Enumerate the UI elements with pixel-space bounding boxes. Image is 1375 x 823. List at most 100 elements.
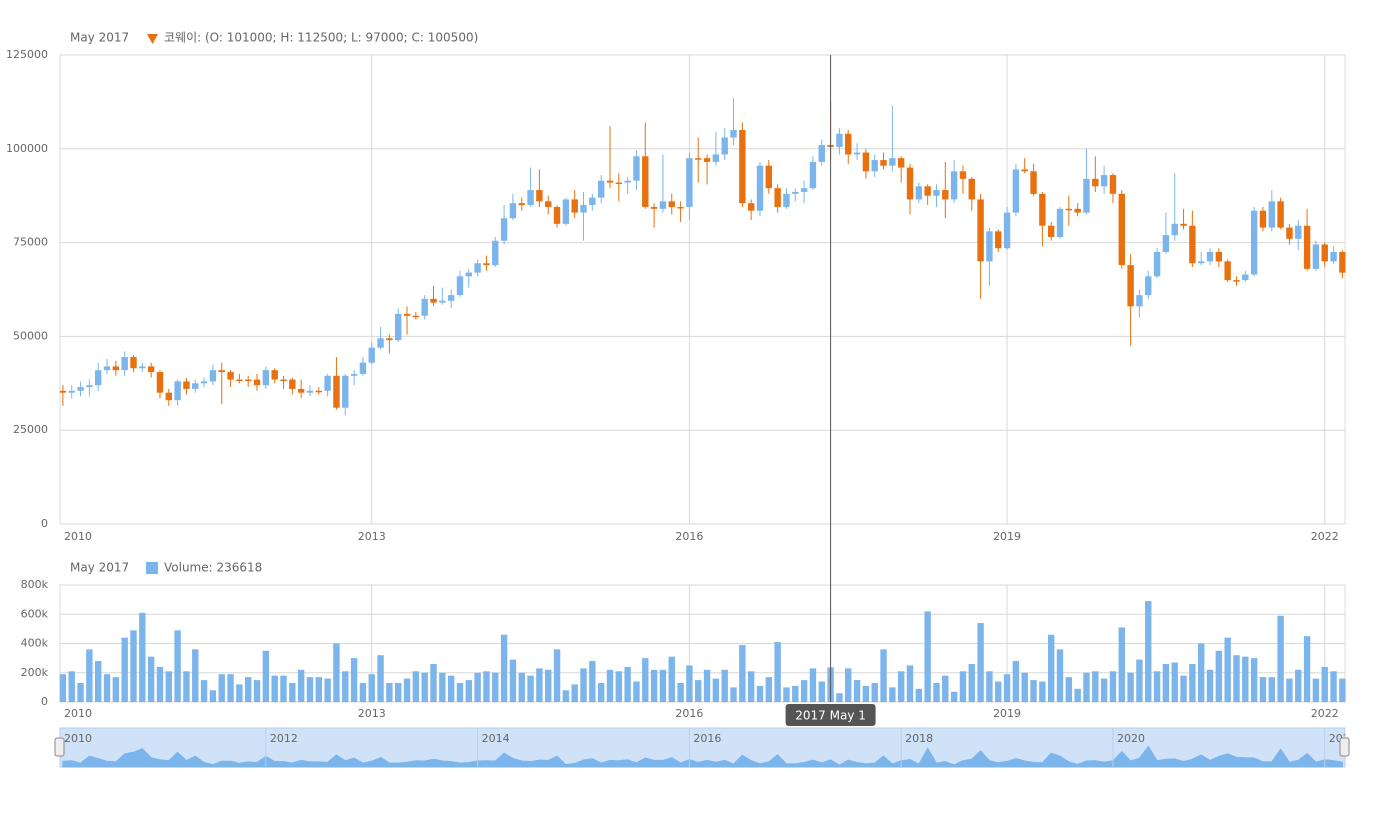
volume-bar [1074,688,1081,702]
candle-body [589,197,596,206]
tooltip-label: 2017 May 1 [795,709,866,723]
candle-body [1224,261,1231,281]
price-plot [59,54,1346,525]
candle-body [792,191,799,194]
volume-bar [280,675,287,702]
candle-body [712,154,720,162]
volume-bar [871,682,878,702]
volume-bar [1056,649,1064,702]
volume-bar [245,677,252,702]
candle-body [906,167,914,200]
volume-bar [686,665,693,702]
volume-bar [1012,661,1020,702]
volume-bar [1330,671,1337,702]
candle-body [924,186,931,196]
candle-body [880,160,887,166]
candle-body [465,272,473,277]
volume-bar [580,668,587,702]
volume-bar [633,681,640,702]
candle-body [818,145,825,162]
candle-body [889,158,896,166]
volume-bar [500,634,508,702]
candle-body [703,158,711,162]
volume-bar [597,682,605,702]
candle-body [412,315,420,318]
candle-body [553,206,561,224]
volume-bar [836,693,843,702]
volume-bar [456,682,464,702]
candle-body [809,161,817,189]
volume-bar [889,687,896,702]
candle-body [845,133,852,155]
volume-bar [562,690,570,702]
volume-bar [862,685,870,702]
volume-bar [730,687,737,702]
volume-bar [845,668,852,702]
volume-bar [897,671,905,702]
candle-body [633,156,640,181]
volume-bar [147,656,155,702]
x-tick-label: 2013 [358,530,386,543]
volume-bar [192,649,199,702]
candle-body [280,379,287,382]
volume-bar [1215,650,1223,702]
candle-body [192,383,199,389]
volume-bar [589,661,596,702]
volume-bar [139,612,146,702]
candle-body [1039,193,1046,226]
candle-body [659,201,667,209]
volume-bar [483,671,490,702]
volume-bar [906,665,914,702]
candle-body [677,206,684,209]
volume-bar [1065,677,1073,702]
candle-body [59,390,67,393]
candle-body [139,366,146,369]
volume-bar [800,680,808,702]
candle-body [262,370,270,386]
candle-body [68,390,75,393]
volume-bar [103,674,111,702]
volume-bar [430,663,437,702]
navigator-handle[interactable] [54,737,65,757]
candle-body [1056,208,1064,237]
candle-body [571,199,578,213]
candle-body [545,201,552,207]
candle-body [942,190,949,200]
y-tick-label: 25000 [13,423,48,436]
candle-body [642,156,649,207]
candle-body [1100,175,1108,187]
volume-bar [553,649,561,702]
candle-body [1074,208,1081,213]
candle-body [615,182,623,185]
volume-bar [1206,669,1214,702]
candle-body [897,158,905,168]
candle-body [227,372,234,380]
candle-body [1153,251,1161,277]
candle-body [1118,193,1125,266]
volume-bar [306,677,314,702]
candle-body [1030,171,1037,194]
candle-body [218,370,225,373]
candle-body [368,347,375,363]
volume-bar [297,669,305,702]
volume-bar [703,669,711,702]
candle-body [1268,201,1275,228]
volume-bar [527,675,534,702]
candle-body [739,130,746,204]
navigator-handle[interactable] [1339,737,1350,757]
x-tick-label: 2010 [64,707,92,720]
y-tick-label: 800k [21,578,49,591]
tooltip-box [785,704,876,726]
candle-body [1189,225,1196,264]
candle-body [933,190,940,196]
candle-body [306,390,314,393]
volume-bar [359,682,367,702]
volume-bar [659,669,667,702]
volume-bar [1162,663,1170,702]
volume-bar [1153,671,1161,702]
volume-bar [1268,677,1275,702]
candle-body [1303,225,1311,269]
volume-bar [721,669,728,702]
volume-bar [342,671,349,702]
candle-body [474,263,481,273]
